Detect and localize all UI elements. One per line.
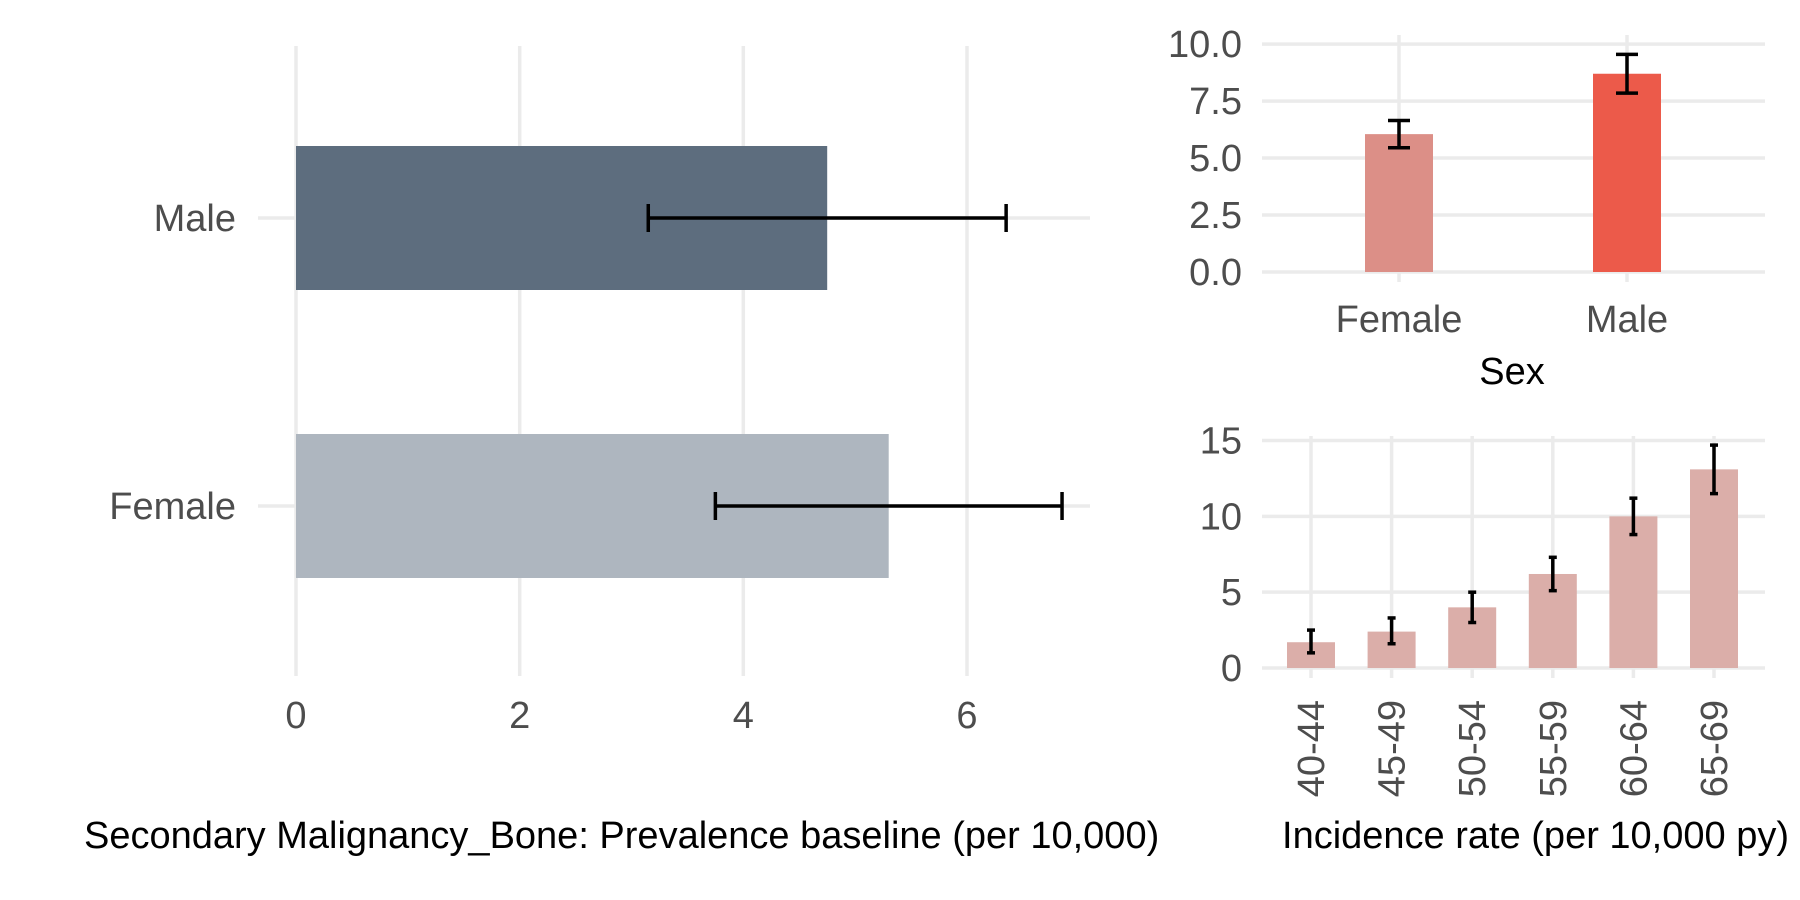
sex-error-bars [1388,52,1638,150]
age-category-label: 55-59 [1533,700,1575,797]
sex-y-tick-label: 5.0 [1189,138,1242,180]
sex-gridlines [1262,35,1765,282]
age-category-labels: 40-44 45-49 50-54 55-59 60-64 65-69 [1291,700,1736,797]
prevalence-x-tick-labels: 0 2 4 6 [285,695,977,737]
age-error-bar-60-64 [1629,496,1638,537]
age-gridlines [1262,436,1765,678]
prevalence-x-tick-label: 4 [733,695,754,737]
age-category-label: 40-44 [1291,700,1333,797]
age-x-axis-title: Incidence rate (per 10,000 py) [1282,815,1789,857]
sex-category-labels: Female Male [1336,299,1669,341]
age-category-label: 60-64 [1613,700,1655,797]
age-y-tick-label: 10 [1200,496,1242,538]
sex-y-tick-label: 0.0 [1189,252,1242,294]
age-category-label: 50-54 [1452,700,1494,797]
prevalence-error-bar-male [646,204,1008,232]
age-bar-65-69 [1690,469,1738,668]
prevalence-bars [296,146,889,578]
age-y-tick-label: 0 [1221,648,1242,690]
age-bars [1287,469,1738,668]
sex-y-tick-labels: 0.0 2.5 5.0 7.5 10.0 [1168,24,1242,294]
age-bar-60-64 [1609,516,1658,668]
age-error-bar-55-59 [1548,555,1557,593]
sex-y-tick-label: 10.0 [1168,24,1242,66]
age-error-bar-65-69 [1710,443,1718,496]
prevalence-error-bars [646,204,1064,520]
age-error-bar-45-49 [1387,616,1396,646]
sex-category-label: Female [1336,299,1463,341]
age-error-bar-50-54 [1468,590,1477,625]
prevalence-category-label: Female [109,486,236,528]
sex-incidence-panel: 0.0 2.5 5.0 7.5 10.0 Female Male Sex [1168,24,1765,393]
age-category-label: 45-49 [1372,700,1414,797]
age-y-tick-label: 15 [1200,421,1242,463]
age-error-bars [1307,443,1718,655]
age-incidence-panel: 0 5 10 15 40-44 45-49 50-54 55-59 60-64 65-69 In… [1200,421,1789,857]
prevalence-error-bar-female [713,492,1064,520]
sex-bar-male [1593,73,1661,272]
sex-bar-female [1365,134,1433,272]
prevalence-x-tick-label: 6 [956,695,977,737]
prevalence-x-tick-label: 0 [285,695,306,737]
sex-bars [1365,73,1661,272]
sex-error-bar-female [1388,118,1410,150]
prevalence-category-labels: Male Female [109,198,236,528]
prevalence-panel: Male Female 0 2 4 6 Secondary Malignancy_Bon… [84,46,1159,857]
sex-y-tick-label: 7.5 [1189,81,1242,123]
sex-category-label: Male [1586,299,1668,341]
age-error-bar-40-44 [1307,628,1315,655]
age-y-tick-labels: 0 5 10 15 [1200,421,1242,690]
sex-error-bar-male [1616,52,1638,95]
prevalence-x-tick-label: 2 [509,695,530,737]
prevalence-x-axis-title: Secondary Malignancy_Bone: Prevalence ba… [84,815,1159,857]
prevalence-category-label: Male [154,198,236,240]
sex-y-tick-label: 2.5 [1189,195,1242,237]
age-y-tick-label: 5 [1221,572,1242,614]
prevalence-gridlines [258,46,1090,676]
age-category-label: 65-69 [1694,700,1736,797]
sex-x-axis-title: Sex [1479,351,1544,393]
